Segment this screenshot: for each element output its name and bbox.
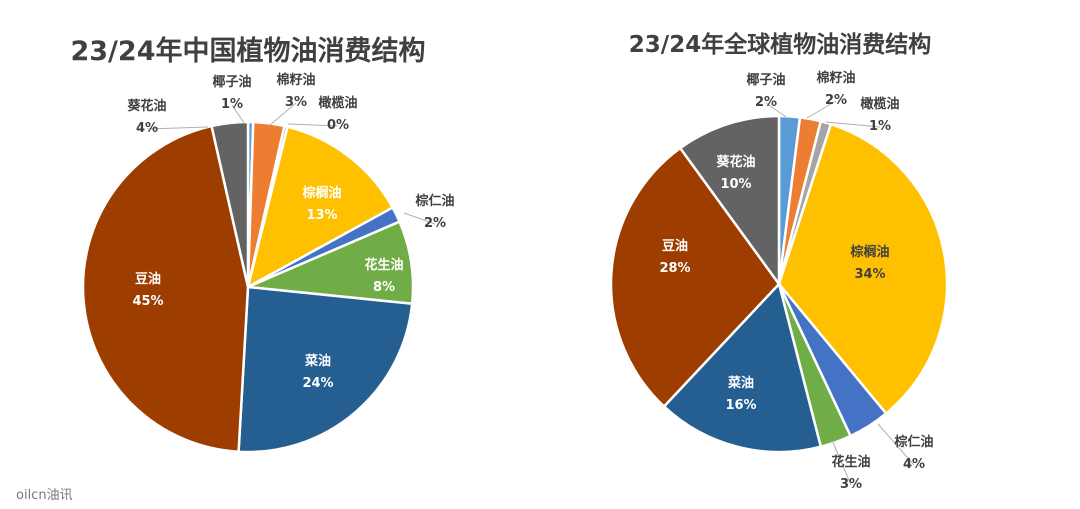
slice-percent: 24% — [302, 376, 333, 391]
pie-slice — [210, 120, 250, 288]
slice-percent: 10% — [720, 177, 751, 192]
slice-label: 豆油 45% — [132, 271, 163, 309]
slice-percent: 16% — [725, 398, 756, 413]
slice-percent: 4% — [136, 121, 158, 136]
leader-line — [877, 423, 915, 466]
slice-name: 葵花油 — [127, 98, 166, 114]
pie-slice — [678, 114, 781, 288]
slice-name: 椰子油 — [746, 72, 785, 88]
slice-name: 棕榈油 — [849, 244, 889, 260]
slice-name: 豆油 — [662, 238, 688, 254]
pie-slice — [662, 281, 823, 454]
slice-label: 棉籽油 3% — [276, 72, 315, 110]
leader-line — [403, 212, 436, 225]
leader-line — [231, 104, 245, 124]
slice-label: 椰子油 1% — [212, 74, 251, 112]
slice-label: 葵花油 4% — [127, 98, 166, 136]
slice-percent: 45% — [132, 294, 163, 309]
slice-percent: 13% — [306, 208, 337, 223]
slice-name: 豆油 — [135, 271, 161, 287]
slice-label: 橄榄油 0% — [318, 95, 357, 133]
slice-label: 椰子油 2% — [746, 72, 785, 110]
pie-slice — [237, 285, 414, 454]
chart-title: 23/24年全球植物油消费结构 — [629, 31, 931, 58]
slice-name: 棕仁油 — [893, 434, 933, 450]
slice-label: 花生油 3% — [831, 454, 870, 492]
slice-label: 花生油 8% — [364, 257, 403, 295]
slice-name: 棕榈油 — [301, 185, 341, 201]
leader-line — [269, 102, 297, 126]
slice-name: 菜油 — [727, 375, 754, 391]
slice-percent: 2% — [755, 95, 777, 110]
slice-name: 葵花油 — [716, 154, 755, 170]
slice-label: 棕榈油 13% — [301, 185, 341, 223]
pie-slice — [777, 122, 949, 416]
slice-percent: 28% — [659, 261, 690, 276]
slice-name: 棕仁油 — [414, 193, 454, 209]
slice-label: 棕仁油 4% — [893, 434, 933, 472]
slice-name: 花生油 — [831, 454, 870, 470]
slice-percent: 2% — [424, 216, 446, 231]
slice-name: 橄榄油 — [318, 95, 357, 111]
slice-percent: 4% — [903, 457, 925, 472]
slice-percent: 1% — [221, 97, 243, 112]
slice-name: 棉籽油 — [816, 70, 855, 86]
slice-percent: 3% — [840, 477, 862, 492]
slice-percent: 0% — [327, 118, 349, 133]
slice-name: 橄榄油 — [860, 96, 899, 112]
leader-line — [806, 100, 837, 119]
leader-line — [825, 121, 881, 128]
leader-line — [287, 123, 339, 127]
slice-label: 菜油 24% — [302, 353, 333, 391]
leader-line — [765, 102, 787, 118]
pie-slice — [609, 146, 781, 409]
leader-line — [146, 126, 209, 130]
watermark: oilcn油讯 — [16, 488, 73, 503]
slice-label: 棉籽油 2% — [816, 70, 855, 108]
slice-name: 菜油 — [304, 353, 331, 369]
slice-label: 菜油 16% — [725, 375, 756, 413]
slice-percent: 1% — [869, 119, 891, 134]
slice-percent: 2% — [825, 93, 847, 108]
slice-name: 花生油 — [364, 257, 403, 273]
pie-slice — [246, 125, 395, 290]
slice-label: 橄榄油 1% — [860, 96, 899, 134]
slice-label: 豆油 28% — [659, 238, 690, 276]
slice-label: 棕仁油 2% — [414, 193, 454, 231]
chart-title: 23/24年中国植物油消费结构 — [70, 35, 425, 67]
slice-name: 椰子油 — [212, 74, 251, 90]
pie-slice — [81, 124, 250, 454]
slice-percent: 3% — [285, 95, 307, 110]
slice-percent: 34% — [854, 267, 885, 282]
slice-label: 葵花油 10% — [716, 154, 755, 192]
slice-percent: 8% — [373, 280, 395, 295]
leader-line — [831, 439, 852, 486]
slice-name: 棉籽油 — [276, 72, 315, 88]
slice-label: 棕榈油 34% — [849, 244, 889, 282]
